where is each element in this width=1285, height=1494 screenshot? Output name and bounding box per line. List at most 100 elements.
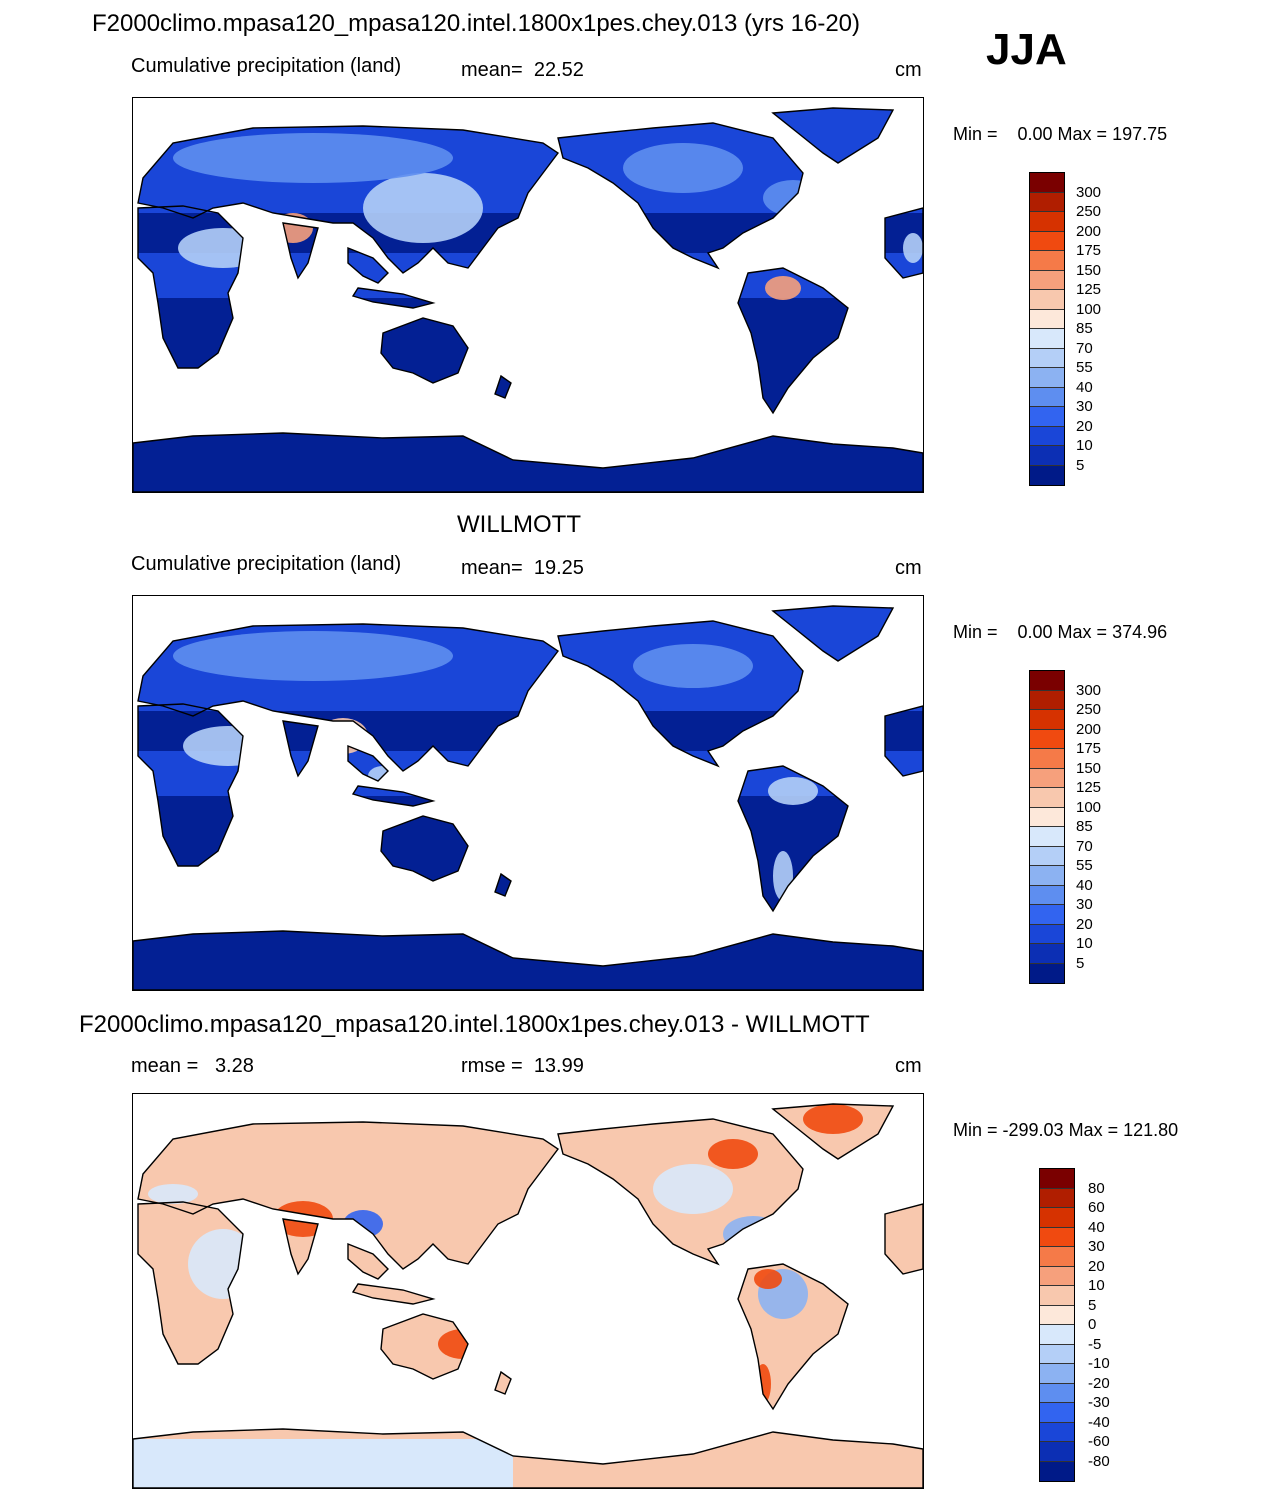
panel2-minmax: Min = 0.00 Max = 374.96 xyxy=(953,622,1168,642)
colorbar-label: 10 xyxy=(1088,1277,1105,1294)
colorbar-label: -60 xyxy=(1088,1433,1110,1450)
colorbar-box xyxy=(1030,348,1064,368)
colorbar-box xyxy=(1030,690,1064,710)
colorbar-box xyxy=(1030,710,1064,730)
coastline-seasia xyxy=(347,744,389,782)
colorbar-box xyxy=(1030,671,1064,691)
colorbar-box xyxy=(1040,1364,1074,1384)
colorbar-box xyxy=(1030,905,1064,925)
coastline-indonesia xyxy=(351,287,436,309)
colorbar-box xyxy=(1040,1422,1074,1442)
panel2-subtitle: Cumulative precipitation (land) xyxy=(131,553,402,575)
colorbar-box xyxy=(1030,290,1064,310)
colorbar-label: 70 xyxy=(1076,837,1093,855)
colorbar-label: 30 xyxy=(1076,398,1093,415)
colorbar-label: 0 xyxy=(1088,1316,1097,1333)
colorbar-label: 10 xyxy=(1076,437,1093,454)
panel3-mean: mean = 3.28 xyxy=(131,1055,254,1077)
colorbar-box xyxy=(1040,1305,1074,1325)
coastline-antarctica xyxy=(133,930,923,990)
season-label: JJA xyxy=(986,25,1067,74)
coastline-europe_w xyxy=(884,705,923,777)
colorbar-label: 150 xyxy=(1076,759,1102,777)
colorbar-label: 150 xyxy=(1076,261,1102,279)
coastline-australia xyxy=(380,1313,469,1380)
coastline-greenland xyxy=(771,107,895,164)
colorbar-box xyxy=(1040,1208,1074,1228)
colorbar-label: 175 xyxy=(1076,242,1102,259)
colorbar-label: 100 xyxy=(1076,300,1102,318)
colorbar-label: 40 xyxy=(1076,876,1093,894)
panel3-map xyxy=(132,1093,924,1489)
colorbar-label: 5 xyxy=(1076,954,1085,972)
colorbar-label: 175 xyxy=(1076,740,1102,757)
colorbar-box xyxy=(1030,446,1064,466)
coastline-india xyxy=(282,222,319,280)
panel1-title: F2000climo.mpasa120_mpasa120.intel.1800x… xyxy=(92,10,861,37)
colorbar-label: 40 xyxy=(1088,1218,1105,1236)
panel3-title: F2000climo.mpasa120_mpasa120.intel.1800x… xyxy=(79,1011,870,1038)
colorbar-box xyxy=(1030,465,1064,485)
colorbar-box xyxy=(1040,1403,1074,1423)
colorbar-box xyxy=(1030,924,1064,944)
panel1-units: cm xyxy=(895,59,922,81)
colorbar-label: 200 xyxy=(1076,222,1102,240)
panel2-mean: mean= 19.25 xyxy=(461,557,584,579)
colorbar-box xyxy=(1030,368,1064,388)
colorbar-box xyxy=(1030,251,1064,271)
colorbar-box xyxy=(1030,846,1064,866)
colorbar-label: 55 xyxy=(1076,359,1093,376)
panel3-units: cm xyxy=(895,1055,922,1077)
panel1-mean: mean= 22.52 xyxy=(461,59,584,81)
coastline-nz xyxy=(494,872,512,897)
coastline-seasia xyxy=(347,246,389,284)
coastline-seasia xyxy=(347,1242,389,1280)
colorbar-box xyxy=(1030,309,1064,329)
colorbar-label: 20 xyxy=(1076,915,1093,933)
coastline-eurasia xyxy=(137,1121,560,1270)
panel1-minmax: Min = 0.00 Max = 197.75 xyxy=(953,124,1168,144)
coastline-australia xyxy=(380,815,469,882)
panel3-minmax: Min = -299.03 Max = 121.80 xyxy=(953,1120,1179,1140)
colorbar-label: 250 xyxy=(1076,701,1102,718)
colorbar-box xyxy=(1030,944,1064,964)
colorbar-box xyxy=(1030,231,1064,251)
colorbar-box xyxy=(1040,1383,1074,1403)
colorbar-label: 60 xyxy=(1088,1199,1105,1216)
colorbar-box xyxy=(1040,1227,1074,1247)
colorbar-label: 200 xyxy=(1076,720,1102,738)
colorbar-box xyxy=(1040,1461,1074,1481)
colorbar-label: -30 xyxy=(1088,1394,1110,1411)
coastline-africa xyxy=(137,205,244,369)
panel1-subtitle: Cumulative precipitation (land) xyxy=(131,55,402,77)
colorbar-box xyxy=(1030,729,1064,749)
map-svg xyxy=(133,1103,923,1488)
colorbar-label: 125 xyxy=(1076,779,1102,796)
coastline-samerica xyxy=(737,1263,849,1411)
colorbar-box xyxy=(1030,426,1064,446)
coastline-greenland xyxy=(771,1103,895,1160)
coastline-india xyxy=(282,1218,319,1276)
panel1-colorbar xyxy=(1029,172,1065,486)
colorbar-box xyxy=(1030,173,1064,193)
panel3-colorbar xyxy=(1039,1168,1075,1482)
colorbar-label: 55 xyxy=(1076,857,1093,874)
coastline-indonesia xyxy=(351,785,436,807)
colorbar-label: 30 xyxy=(1076,896,1093,913)
coastline-nz xyxy=(494,374,512,399)
coastline-nz xyxy=(494,1370,512,1395)
colorbar-label: 20 xyxy=(1088,1257,1105,1275)
coastline-namerica xyxy=(557,1118,804,1266)
coastline-greenland xyxy=(771,605,895,662)
colorbar-box xyxy=(1030,788,1064,808)
panel2-colorbar xyxy=(1029,670,1065,984)
colorbar-box xyxy=(1030,963,1064,983)
colorbar-label: 20 xyxy=(1076,417,1093,435)
coastline-australia xyxy=(380,317,469,384)
colorbar-box xyxy=(1040,1325,1074,1345)
colorbar-box xyxy=(1040,1188,1074,1208)
colorbar-label: -10 xyxy=(1088,1355,1110,1372)
colorbar-label: 85 xyxy=(1076,320,1093,337)
coastline-eurasia xyxy=(137,125,560,274)
coastline-namerica xyxy=(557,122,804,270)
